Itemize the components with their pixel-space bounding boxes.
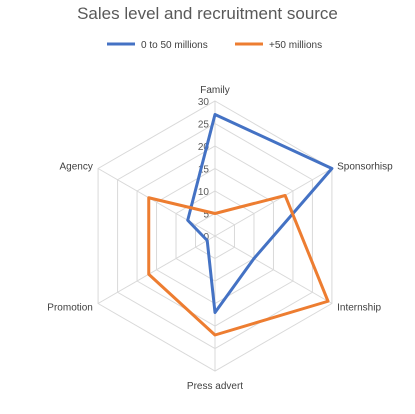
chart-title: Sales level and recruitment source bbox=[77, 4, 338, 23]
grid-spoke bbox=[97, 168, 216, 237]
radial-tick-label: 5 bbox=[203, 210, 209, 221]
radial-tick-label: 15 bbox=[198, 165, 210, 176]
radial-tick-label: 10 bbox=[198, 187, 210, 198]
grid-spoke bbox=[97, 235, 216, 304]
legend-label-series-1: 0 to 50 millions bbox=[141, 40, 208, 51]
series-line-1 bbox=[186, 113, 334, 314]
grid-spoke bbox=[214, 168, 333, 237]
category-label: Press advert bbox=[187, 381, 243, 392]
category-labels: Family Sponsorhisp Internship Press advert P… bbox=[47, 85, 393, 392]
radial-tick-label: 25 bbox=[198, 120, 210, 131]
radar-grid bbox=[97, 100, 333, 372]
series-layer bbox=[147, 113, 334, 337]
category-label: Internship bbox=[337, 303, 381, 314]
legend: 0 to 50 millions +50 millions bbox=[107, 40, 322, 51]
radial-tick-label: 0 bbox=[203, 232, 209, 243]
category-label: Sponsorhisp bbox=[337, 162, 393, 173]
category-label: Promotion bbox=[47, 303, 93, 314]
radial-tick-label: 20 bbox=[198, 142, 210, 153]
radial-tick-label: 30 bbox=[198, 97, 210, 108]
radial-axis-ticks: 0 5 10 15 20 25 30 bbox=[198, 97, 210, 243]
legend-label-series-2: +50 millions bbox=[269, 40, 322, 51]
series-line-2 bbox=[147, 194, 330, 337]
category-label: Agency bbox=[60, 162, 93, 173]
grid-spoke bbox=[214, 235, 333, 304]
category-label: Family bbox=[200, 85, 229, 96]
